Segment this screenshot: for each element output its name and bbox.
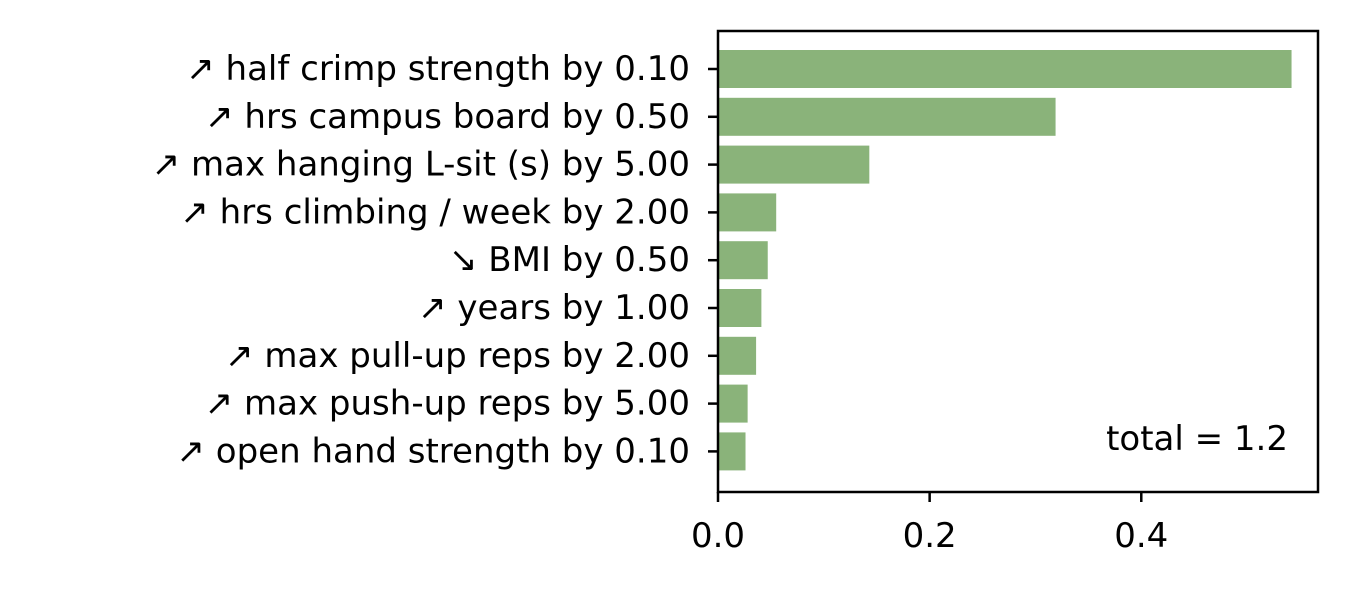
bar [718, 145, 870, 184]
category-label: ↗ hrs climbing / week by 2.00 [180, 192, 690, 232]
category-label: ↗ max hanging L-sit (s) by 5.00 [152, 145, 690, 185]
category-label: ↗ open hand strength by 0.10 [176, 431, 690, 471]
bar [718, 193, 777, 232]
bar [718, 289, 762, 327]
category-labels: ↗ half crimp strength by 0.10 ↗ hrs campu… [152, 49, 718, 471]
category-label: ↗ years by 1.00 [418, 288, 690, 328]
category-label: ↘ BMI by 0.50 [449, 240, 690, 280]
bar [718, 97, 1056, 136]
x-tick-label: 0.4 [1114, 516, 1168, 556]
category-label: ↗ hrs campus board by 0.50 [205, 97, 690, 137]
category-label: ↗ max push-up reps by 5.00 [205, 384, 690, 424]
bar [718, 241, 768, 280]
total-annotation: total = 1.2 [1106, 419, 1288, 459]
plot-frame [716, 29, 1320, 494]
category-label: ↗ max pull-up reps by 2.00 [225, 336, 690, 376]
bar [718, 336, 757, 375]
category-label: ↗ half crimp strength by 0.10 [186, 49, 690, 89]
x-tick-label: 0.0 [691, 516, 745, 556]
bars-group [718, 50, 1292, 471]
x-axis: 0.0 0.2 0.4 [691, 492, 1168, 556]
bar [718, 432, 746, 471]
bar [718, 50, 1292, 88]
bar [718, 384, 748, 423]
x-tick-label: 0.2 [903, 516, 957, 556]
